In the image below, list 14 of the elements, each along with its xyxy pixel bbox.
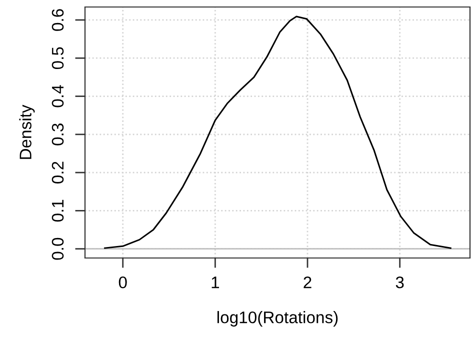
y-tick-label: 0.1	[52, 200, 64, 222]
y-axis-title: Density	[19, 104, 35, 159]
y-tick-label: 0.5	[52, 47, 64, 70]
y-tick-label: 0.6	[52, 9, 64, 31]
y-tick-label: 0.3	[52, 124, 64, 146]
y-tick-label: 0.0	[52, 238, 64, 260]
x-axis-title: log10(Rotations)	[217, 311, 338, 327]
y-tick-label: 0.2	[52, 162, 64, 184]
x-tick-label: 1	[212, 276, 219, 288]
x-tick-label: 3	[396, 276, 404, 288]
x-tick-label: 2	[304, 276, 312, 288]
line-series	[104, 16, 452, 249]
x-tick-label: 0	[118, 276, 127, 288]
y-tick-label: 0.4	[52, 85, 64, 108]
